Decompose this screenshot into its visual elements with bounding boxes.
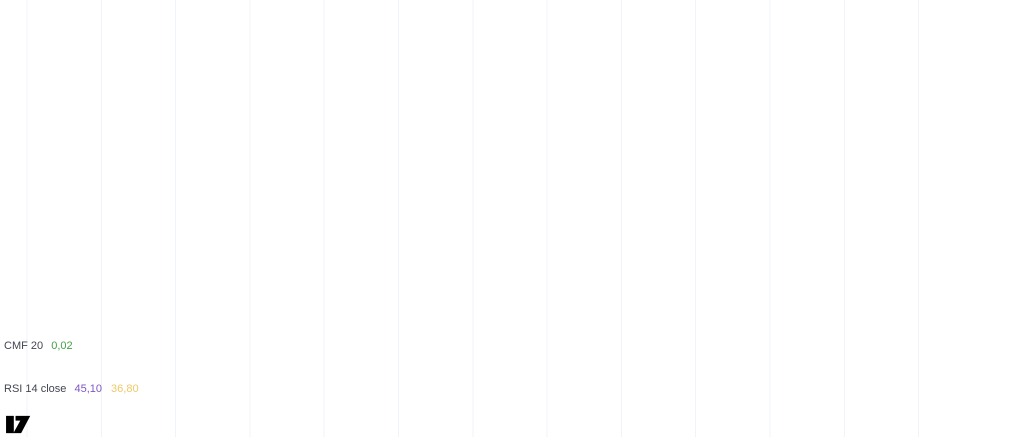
cmf-value: 0,02: [51, 340, 73, 352]
cmf-title: CMF 20: [4, 340, 44, 352]
gridlines: [26, 0, 920, 437]
tradingview-logo[interactable]: [6, 415, 32, 434]
rsi-value: 45,10: [74, 383, 102, 395]
cmf-indicator-label[interactable]: CMF 20 0,02: [4, 340, 79, 352]
rsi-indicator-label[interactable]: RSI 14 close 45,10 36,80: [4, 383, 145, 395]
rsi-ma-value: 36,80: [111, 383, 139, 395]
rsi-title: RSI 14 close: [4, 383, 67, 395]
